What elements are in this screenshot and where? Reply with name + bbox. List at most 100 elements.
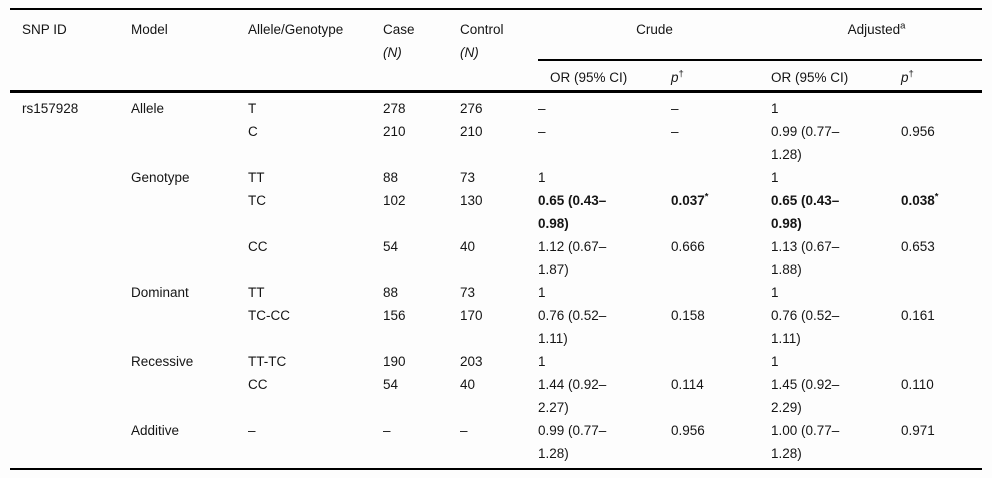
adjusted-p-cell: 0.110 [901, 376, 934, 392]
case-n-cell: 54 [383, 238, 399, 254]
adjusted-or-cell: 1.00 (0.77– 1.28) [771, 422, 840, 461]
col-group-crude: Crude [538, 9, 771, 61]
case-n-cell: 190 [383, 353, 406, 369]
control-n-symbol: (N) [460, 45, 479, 60]
header-row-groups: SNP ID Model Allele/Genotype Case (N) Con… [10, 9, 982, 93]
adjusted-footnote-marker: a [900, 20, 906, 32]
col-header-crude-p: p† [671, 60, 771, 93]
adjusted-p-cell: 0.653 [901, 238, 935, 254]
model-cell: Dominant [131, 284, 189, 300]
col-header-case-n: Case (N) [383, 9, 460, 93]
allele-genotype-cell: CC [248, 238, 268, 254]
adjusted-p-cell: 0.161 [901, 307, 935, 323]
allele-genotype-cell: TT [248, 169, 265, 185]
snp-id-cell [10, 189, 131, 235]
snp-id-cell [10, 350, 131, 373]
association-table: SNP ID Model Allele/Genotype Case (N) Con… [10, 8, 982, 470]
adjusted-p-cell [901, 166, 982, 189]
adjusted-or-cell: 1 [771, 284, 779, 300]
adjusted-p-cell: 0.971 [901, 422, 935, 438]
col-header-adjusted-or: OR (95% CI) [771, 60, 901, 93]
adjusted-or-cell: 0.65 (0.43– 0.98) [771, 192, 840, 231]
case-n-cell: 102 [383, 192, 406, 208]
p-dagger-marker: † [678, 68, 684, 80]
crude-p-cell [671, 166, 771, 189]
col-header-model: Model [131, 9, 248, 93]
adjusted-or-cell: 1 [771, 100, 779, 116]
col-header-control-n: Control (N) [460, 9, 538, 93]
case-n-cell: – [383, 422, 391, 438]
model-cell [131, 235, 248, 281]
snp-id-cell: rs157928 [22, 100, 79, 116]
adjusted-or-cell: 0.76 (0.52– 1.11) [771, 307, 840, 346]
table-row: CC 54 40 1.44 (0.92– 2.27) 0.114 1.45 (0.92– … [10, 373, 982, 419]
model-cell [131, 373, 248, 419]
col-header-snp-id: SNP ID [10, 9, 131, 93]
col-group-adjusted: Adjusteda [771, 9, 982, 61]
table-row: rs157928 Allele T 278 276 – – 1 [10, 91, 982, 120]
p-dagger-marker: † [908, 68, 914, 80]
crude-p-cell [671, 281, 771, 304]
control-n-cell: 40 [460, 238, 476, 254]
crude-p-cell [671, 350, 771, 373]
control-n-cell: 210 [460, 123, 483, 139]
adjusted-or-cell: 1.13 (0.67– 1.88) [771, 238, 840, 277]
snp-id-cell [10, 166, 131, 189]
table-header: SNP ID Model Allele/Genotype Case (N) Con… [10, 9, 982, 93]
case-n-cell: 54 [383, 376, 399, 392]
crude-p-cell: 0.114 [671, 376, 704, 392]
col-header-crude-or: OR (95% CI) [538, 60, 671, 93]
crude-or-cell: 0.99 (0.77– 1.28) [538, 422, 607, 461]
case-n-cell: 156 [383, 307, 406, 323]
adjusted-p-cell [901, 350, 982, 373]
snp-id-cell [10, 373, 131, 419]
adjusted-p-cell: 0.038* [901, 191, 939, 208]
case-n-cell: 278 [383, 100, 406, 116]
table-row: CC 54 40 1.12 (0.67– 1.87) 0.666 1.13 (0.67– … [10, 235, 982, 281]
crude-or-cell: 1 [538, 284, 546, 300]
model-cell: Allele [131, 100, 165, 116]
case-n-symbol: (N) [383, 45, 402, 60]
crude-or-cell: 1 [538, 353, 546, 369]
adjusted-p-cell: 0.956 [901, 123, 935, 139]
control-n-cell: 203 [460, 353, 483, 369]
allele-genotype-cell: CC [248, 376, 268, 392]
allele-genotype-cell: – [248, 422, 256, 438]
control-n-cell: 170 [460, 307, 483, 323]
control-n-cell: 73 [460, 284, 476, 300]
case-n-cell: 88 [383, 284, 399, 300]
crude-or-cell: – [538, 123, 546, 139]
table-body: rs157928 Allele T 278 276 – – 1 C 210 210 – – 0.99 (0… [10, 91, 982, 469]
crude-or-cell: 1 [538, 169, 546, 185]
crude-or-cell: 0.65 (0.43– 0.98) [538, 192, 607, 231]
model-cell: Genotype [131, 169, 190, 185]
model-cell: Additive [131, 422, 180, 438]
model-cell: Recessive [131, 353, 194, 369]
adjusted-or-cell: 0.99 (0.77– 1.28) [771, 123, 840, 162]
adjusted-p-cell [901, 91, 982, 120]
table-row: Genotype TT 88 73 1 1 [10, 166, 982, 189]
table-row: C 210 210 – – 0.99 (0.77– 1.28) 0.956 [10, 120, 982, 166]
crude-p-cell: – [671, 123, 679, 139]
allele-genotype-cell: TC-CC [248, 307, 290, 323]
adjusted-or-cell: 1 [771, 169, 779, 185]
allele-genotype-cell: T [248, 100, 257, 116]
allele-genotype-cell: TT-TC [248, 353, 287, 369]
control-n-cell: 276 [460, 100, 483, 116]
allele-genotype-cell: TC [248, 192, 266, 208]
control-n-cell: 73 [460, 169, 476, 185]
control-n-cell: – [460, 422, 468, 438]
crude-p-cell: 0.158 [671, 307, 705, 323]
significance-marker: * [704, 191, 709, 202]
allele-genotype-cell: C [248, 123, 258, 139]
header-row-measures: OR (95% CI) p† OR (95% CI) p† [10, 60, 982, 93]
snp-id-cell [10, 419, 131, 469]
page: { "table": { "header": { "snp_id": "SNP … [0, 8, 992, 478]
case-n-cell: 88 [383, 169, 399, 185]
snp-id-cell [10, 281, 131, 304]
table-row: Recessive TT-TC 190 203 1 1 [10, 350, 982, 373]
crude-or-cell: 1.44 (0.92– 2.27) [538, 376, 607, 415]
snp-id-cell [10, 120, 131, 166]
control-n-cell: 40 [460, 376, 476, 392]
col-header-adjusted-p: p† [901, 60, 982, 93]
